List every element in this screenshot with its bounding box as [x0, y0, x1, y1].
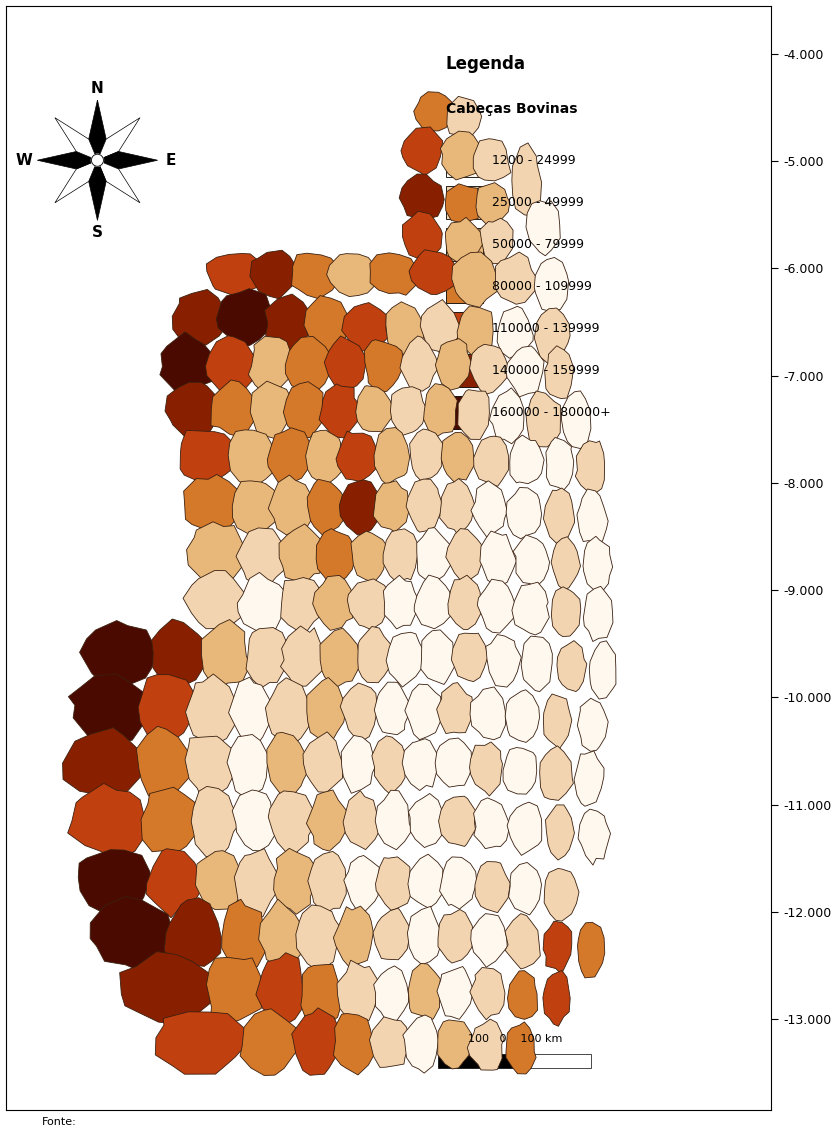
Text: 110000 - 139999: 110000 - 139999 — [492, 322, 599, 334]
Bar — [438, 1054, 514, 1068]
Text: 50000 - 79999: 50000 - 79999 — [492, 238, 583, 250]
Bar — [446, 228, 482, 261]
Text: 140000 - 159999: 140000 - 159999 — [492, 364, 599, 376]
Text: Fonte:: Fonte: — [42, 1117, 77, 1127]
Bar — [446, 186, 482, 219]
Bar — [446, 395, 482, 428]
Text: 80000 - 109999: 80000 - 109999 — [492, 280, 591, 292]
Bar — [446, 144, 482, 177]
Bar — [514, 1054, 590, 1068]
Text: Cabeças Bovinas: Cabeças Bovinas — [446, 102, 577, 116]
Bar — [446, 312, 482, 344]
Text: 160000 - 180000+: 160000 - 180000+ — [492, 406, 609, 419]
Text: 100   0    100 km: 100 0 100 km — [467, 1034, 561, 1045]
Bar — [446, 353, 482, 386]
Text: Legenda: Legenda — [446, 56, 525, 74]
Bar — [446, 270, 482, 303]
Text: 25000 - 49999: 25000 - 49999 — [492, 196, 583, 208]
Text: 1200 - 24999: 1200 - 24999 — [492, 154, 574, 167]
